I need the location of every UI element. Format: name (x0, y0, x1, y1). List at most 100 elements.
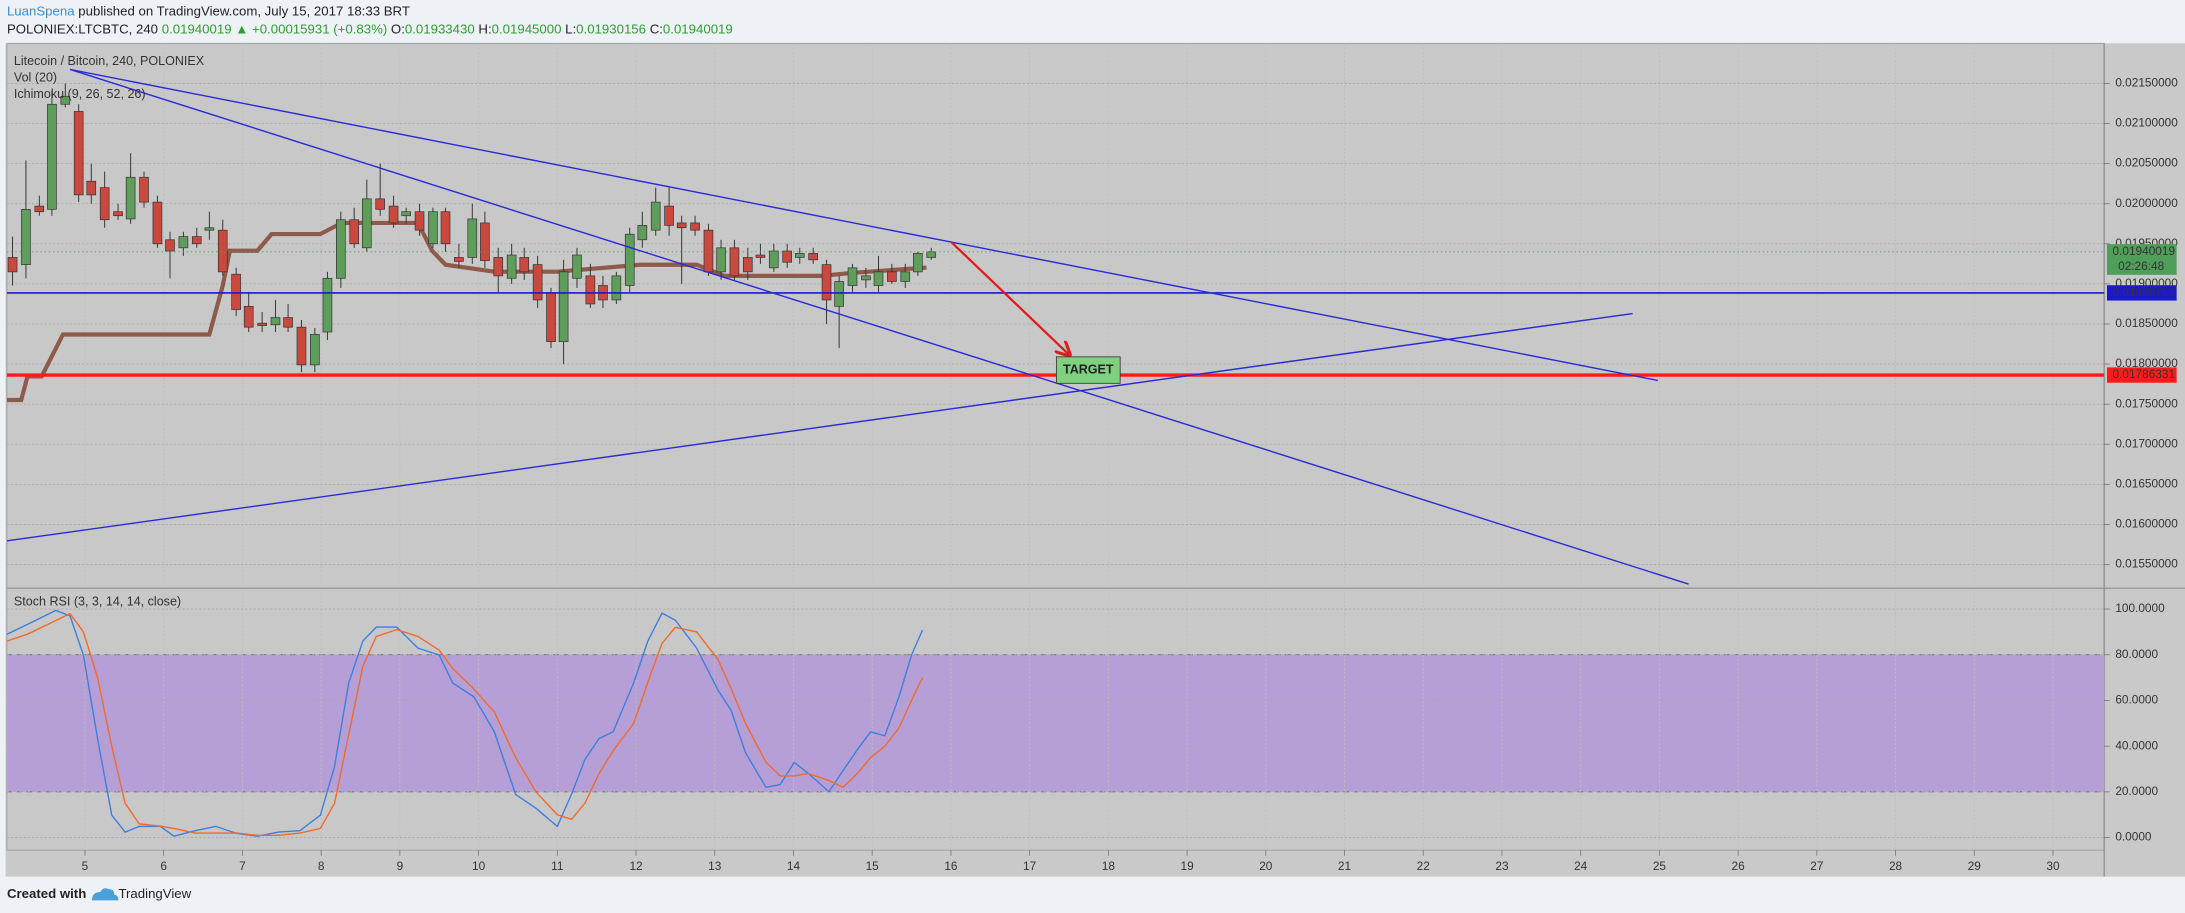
candle-body (349, 219, 360, 245)
candle-body (847, 267, 858, 286)
x-tick-label: 19 (1180, 859, 1194, 873)
author[interactable]: LuanSpena (7, 3, 75, 18)
x-tick-label: 26 (1732, 859, 1746, 873)
x-tick-label: 18 (1102, 859, 1116, 873)
candle-body (768, 250, 779, 269)
candle-body (73, 111, 84, 196)
h: 0.01945000 (492, 21, 562, 36)
candle-body (125, 176, 136, 220)
y-tick-label: 0.01600000 (2115, 517, 2178, 531)
y-tick-label: 20.0000 (2115, 784, 2158, 798)
o: 0.01933430 (405, 21, 475, 36)
y-tick-label: 0.01750000 (2115, 396, 2178, 410)
y-tick-label: 0.01850000 (2115, 316, 2178, 330)
candle-body (86, 180, 97, 196)
x-tick-label: 17 (1023, 859, 1036, 873)
x-tick-label: 30 (2046, 859, 2060, 873)
candle-body (887, 271, 897, 282)
x-tick-label: 13 (708, 859, 722, 873)
candle-body (900, 271, 911, 282)
x-tick-label: 22 (1417, 859, 1430, 873)
y-tick-label: 60.0000 (2115, 693, 2158, 707)
price-label: 0.01888753 (2113, 285, 2176, 299)
x-tick-label: 7 (239, 859, 246, 873)
candle-body (794, 253, 805, 258)
c-label: C: (646, 21, 663, 36)
candle-body (99, 187, 110, 221)
candle-body (375, 198, 385, 210)
candle-body (546, 292, 556, 342)
stoch-title: Stoch RSI (3, 3, 14, 14, close) (14, 594, 181, 608)
candle-body (861, 275, 871, 281)
candle-body (454, 257, 464, 262)
trend-line (6, 312, 1633, 542)
candle-body (624, 233, 635, 286)
vol-legend: Vol (20) (14, 70, 57, 84)
x-tick-label: 15 (866, 859, 880, 873)
candle-body (217, 229, 228, 273)
candle-body (428, 211, 438, 245)
x-tick-label: 28 (1889, 859, 1903, 873)
candle-body (703, 229, 714, 273)
candle-body (467, 218, 478, 258)
candle-body (808, 253, 818, 261)
candle-body (716, 247, 726, 273)
x-tick-label: 21 (1338, 859, 1351, 873)
candle-body (322, 277, 333, 333)
x-tick-label: 9 (397, 859, 404, 873)
x-tick-label: 10 (472, 859, 486, 873)
candle-body (7, 257, 18, 273)
x-tick-label: 24 (1574, 859, 1588, 873)
x-tick-label: 27 (1810, 859, 1823, 873)
candle-body (558, 271, 569, 342)
x-tick-label: 25 (1653, 859, 1667, 873)
candle-body (310, 334, 320, 366)
x-tick-label: 16 (944, 859, 958, 873)
candle-body (585, 275, 596, 305)
candle-body (676, 222, 687, 229)
created-with: Created with (7, 886, 86, 901)
candle-body (204, 227, 215, 231)
candle-body (283, 317, 293, 328)
published: published on TradingView.com, July 15, 2… (75, 3, 410, 18)
x-tick-label: 14 (787, 859, 801, 873)
ichimoku-legend: Ichimoku (9, 26, 52, 26) (14, 87, 146, 101)
candle-body (532, 264, 543, 301)
candle-body (690, 222, 700, 231)
y-tick-label: 100.0000 (2115, 601, 2165, 615)
ichimoku-base-line (7, 220, 927, 403)
brand[interactable]: TradingView (118, 886, 191, 901)
x-tick-label: 5 (82, 859, 89, 873)
l: 0.01930156 (576, 21, 646, 36)
candle-body (361, 198, 372, 249)
candle-body (388, 205, 399, 224)
candle-body (296, 326, 307, 366)
price-label-box (2106, 285, 2177, 301)
tradingview-logo (91, 888, 119, 901)
candle-body (113, 211, 123, 217)
candle-body (572, 254, 582, 279)
candle-body (834, 281, 844, 307)
c: 0.01940019 (663, 21, 733, 36)
candle-body (821, 264, 832, 301)
candle-body (191, 236, 202, 245)
candle-body (519, 257, 530, 273)
candle-body (34, 205, 45, 213)
candle-body (611, 275, 622, 301)
candle-body (243, 305, 254, 328)
y-tick-label: 0.02000000 (2115, 196, 2178, 210)
candle-body (231, 273, 241, 310)
candle-body (414, 211, 425, 231)
candle-body (152, 201, 163, 245)
trend-line (69, 68, 1658, 382)
target-label: TARGET (1063, 362, 1114, 376)
price-title: Litecoin / Bitcoin, 240, POLONIEX (14, 54, 205, 68)
candle-body (47, 103, 57, 210)
candle-body (178, 236, 189, 249)
candle-body (493, 257, 504, 277)
candle-body (650, 201, 661, 231)
y-tick-label: 0.01650000 (2115, 476, 2178, 490)
candle-body (270, 317, 281, 326)
last-price-box (2106, 244, 2177, 275)
x-tick-label: 12 (629, 859, 642, 873)
